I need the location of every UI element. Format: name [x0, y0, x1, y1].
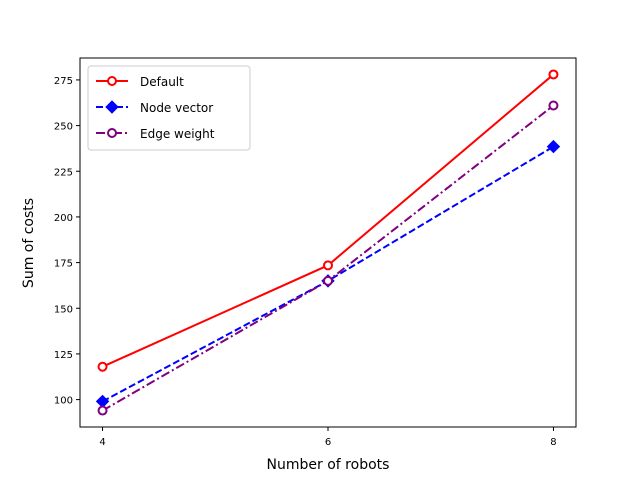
legend-marker-default	[107, 76, 117, 86]
y-tick-label: 275	[54, 76, 73, 87]
data-point-default	[97, 361, 108, 372]
y-tick-label: 250	[54, 122, 73, 133]
data-point-default	[548, 69, 559, 80]
x-axis-label: Number of robots	[267, 457, 390, 473]
legend-label-default: Default	[140, 75, 184, 89]
data-point-edge-weight	[323, 275, 333, 286]
legend-marker-node-vector	[105, 100, 119, 114]
y-tick-label: 100	[54, 396, 73, 407]
data-point-default	[323, 260, 333, 271]
x-tick-label: 8	[550, 437, 556, 448]
plot-area: 4 6 8 100 125 150 175 200 225 250 275	[54, 57, 577, 448]
y-tick-label: 150	[54, 304, 73, 315]
series-default	[97, 69, 559, 372]
data-point-node-vector	[546, 139, 561, 154]
legend-box	[87, 65, 251, 151]
y-tick-label: 125	[54, 350, 73, 361]
x-tick-label: 6	[325, 437, 331, 448]
data-point-edge-weight	[548, 100, 559, 111]
legend-label-edge-weight: Edge weight	[140, 127, 215, 141]
y-tick-label: 200	[54, 213, 73, 224]
y-tick-label: 225	[54, 167, 73, 178]
legend: Default Node vector Edge weight	[87, 65, 251, 151]
y-axis-label: Sum of costs	[21, 198, 37, 288]
legend-marker-edge-weight	[107, 128, 117, 138]
series-edge-weight	[97, 100, 559, 416]
data-point-edge-weight	[97, 405, 108, 416]
x-tick-label: 4	[99, 437, 105, 448]
y-tick-label: 175	[54, 259, 73, 270]
legend-label-node-vector: Node vector	[140, 101, 213, 115]
